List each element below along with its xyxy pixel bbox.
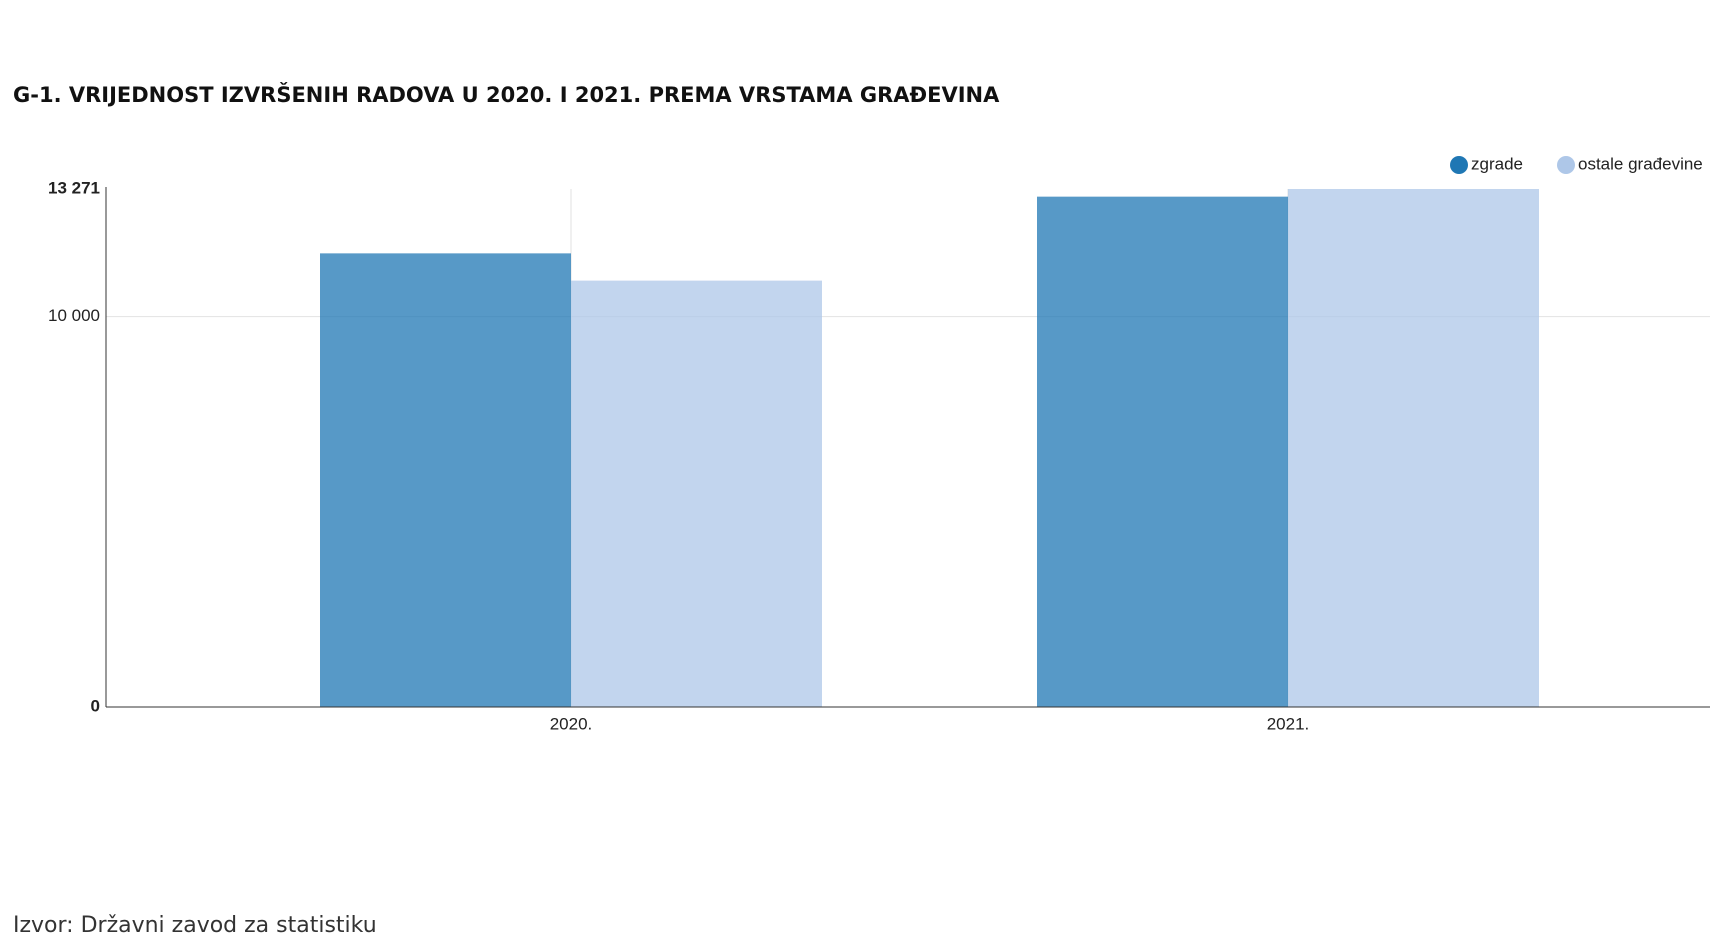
legend-label: ostale građevine [1578,154,1703,173]
y-tick-label: 0 [91,696,100,715]
legend-swatch [1450,156,1468,174]
legend-label: zgrade [1471,154,1523,173]
y-tick-label: 10 000 [48,306,100,325]
x-tick-label: 2021. [1267,714,1310,733]
legend-swatch [1557,156,1575,174]
bar [1288,189,1539,707]
source: Izvor: Državni zavod za statistiku [13,913,377,938]
chart-title: G-1. VRIJEDNOST IZVRŠENIH RADOVA U 2020.… [13,82,1000,107]
bar [320,253,571,707]
bar [1037,196,1288,707]
y-tick-label: 13 271 [48,178,100,197]
x-tick-label: 2020. [550,714,593,733]
bar [571,280,822,707]
